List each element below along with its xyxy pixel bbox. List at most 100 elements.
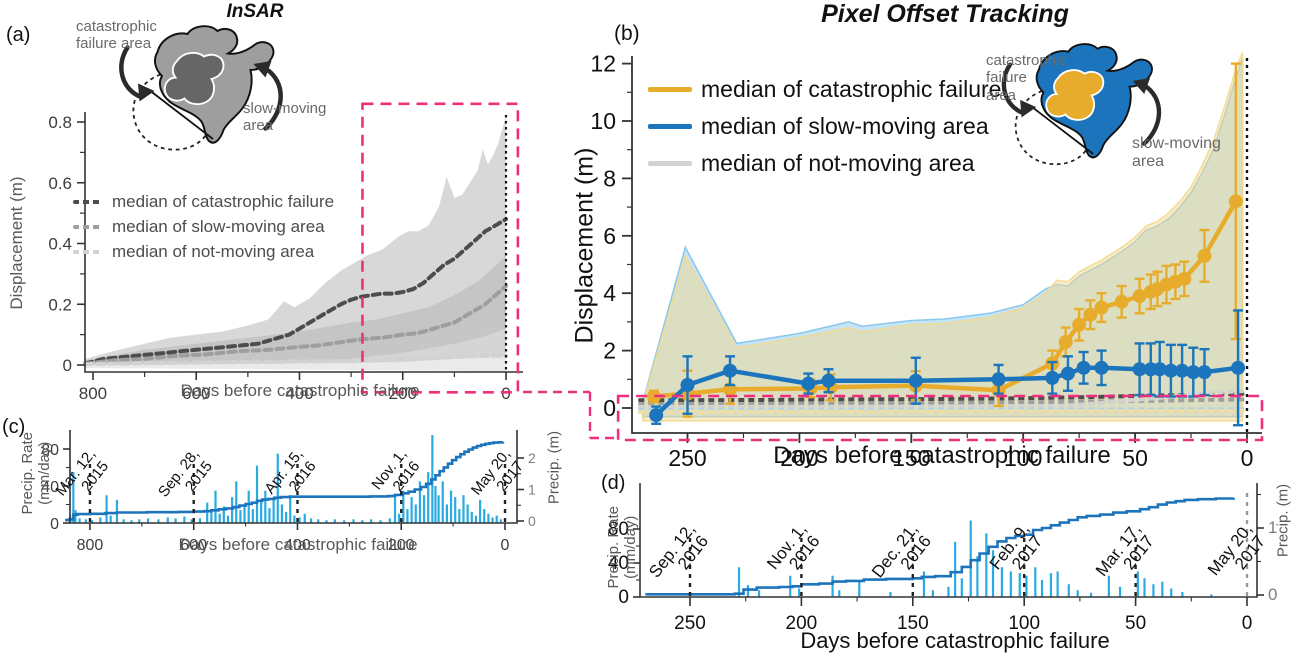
- precip-bar: [427, 472, 430, 523]
- series-median of slow-moving area: [83, 284, 508, 366]
- overlay-InSAR median of catastrophic failure: [638, 391, 1248, 403]
- legend-a-row-1: median of slow-moving area: [73, 217, 325, 237]
- arrowhead-icon: [1020, 99, 1037, 118]
- arrowhead-icon: [253, 61, 272, 78]
- tick-label: 2: [603, 338, 616, 364]
- precip-bar: [260, 500, 263, 523]
- data-point: [1094, 360, 1109, 375]
- precip-bar: [470, 511, 473, 523]
- legend-a-row-2: median of not-moving area: [73, 242, 314, 262]
- tick-label: 150: [897, 613, 929, 634]
- tick-label: 40: [608, 553, 629, 574]
- precip-bar: [74, 510, 77, 523]
- panel-b-letter: (b): [614, 22, 640, 45]
- precip-bar: [437, 495, 440, 523]
- panel-a-ylabel: Displacement (m): [7, 176, 26, 310]
- precip-bar: [483, 509, 486, 523]
- precip-bar: [838, 590, 841, 597]
- precip-bar: [798, 588, 801, 597]
- precip-bar: [1018, 573, 1021, 597]
- tick-label: 0: [1268, 585, 1277, 604]
- legend-b-label-1: median of slow-moving area: [701, 113, 989, 139]
- data-point: [1197, 248, 1212, 263]
- data-point: [1045, 370, 1060, 385]
- inset-a-label-catastrophic: catastrophic failure area: [76, 18, 157, 53]
- tick-label: 12: [590, 51, 616, 77]
- precip-bar: [1210, 594, 1213, 597]
- precip-bar: [1034, 567, 1037, 597]
- precip-bar: [122, 519, 125, 523]
- precip-bar: [831, 575, 834, 597]
- tick-label: 0.4: [48, 235, 72, 254]
- precip-bar: [445, 504, 448, 523]
- arrow-into-slow-area: [1142, 83, 1162, 146]
- precip-bar: [458, 509, 461, 523]
- precip-bar: [947, 586, 950, 597]
- precip-bar: [190, 519, 193, 523]
- highlight-box-b: [616, 394, 1264, 442]
- precip-bar: [410, 497, 413, 523]
- tick-label: 80: [608, 519, 629, 540]
- precip-bar: [402, 490, 405, 523]
- precip-bar: [969, 520, 972, 597]
- legend-a-label-1: median of slow-moving area: [112, 217, 325, 236]
- precip-bar: [352, 519, 355, 523]
- panel-c-xlabel: Days before catastrophic failure: [178, 535, 418, 554]
- arrow-into-failure-area: [119, 45, 144, 100]
- precip-bar: [226, 515, 230, 523]
- tick-label: 1: [528, 482, 536, 498]
- panel-d-ylabel-right: Precip. (m): [1274, 483, 1292, 558]
- panel-a-title: InSAR: [226, 1, 284, 22]
- precip-bar: [1136, 571, 1139, 597]
- highlight-box-a: [361, 102, 520, 394]
- tick-label: 0: [603, 395, 616, 421]
- data-point: [1163, 363, 1178, 378]
- arrow-into-slow-area: [263, 66, 283, 131]
- precip-bar: [991, 550, 995, 597]
- precip-bar: [309, 518, 313, 523]
- cumulative-precip-line: [65, 441, 505, 522]
- precip-bar: [166, 517, 169, 523]
- precip-bar: [1000, 567, 1004, 597]
- precip-bar: [174, 518, 177, 523]
- legend-b-marker-2: [648, 161, 692, 166]
- precip-bar: [737, 567, 741, 597]
- data-point: [1114, 294, 1129, 309]
- precip-bar: [922, 571, 926, 597]
- precip-bar: [478, 499, 482, 523]
- precip-bar: [218, 513, 221, 523]
- inset-b-label-slow: slow-moving area: [1132, 135, 1221, 171]
- precip-bar: [276, 453, 279, 523]
- panel-d-xlabel: Days before catastrophic failure: [800, 628, 1110, 653]
- precip-bar: [333, 519, 336, 523]
- data-point: [991, 372, 1006, 387]
- tick-label: 50: [1125, 613, 1146, 634]
- precip-bar: [474, 515, 478, 523]
- panel-b-title: Pixel Offset Tracking: [821, 0, 1069, 28]
- precip-bar: [954, 541, 957, 597]
- data-point: [1132, 362, 1147, 377]
- precip-bar: [280, 504, 284, 523]
- tick-label: 0: [1242, 613, 1253, 634]
- precip-bar: [466, 504, 469, 523]
- tick-label: 600: [182, 384, 210, 403]
- series-median of catastrophic failure: [83, 217, 508, 366]
- panel-a-letter: (a): [6, 24, 31, 46]
- legend-a-marker-0: [73, 200, 103, 204]
- precip-bar: [1067, 584, 1070, 597]
- data-point: [821, 373, 836, 388]
- data-point: [1076, 360, 1091, 375]
- precip-bar: [393, 497, 397, 523]
- series-median of slow-moving area: [649, 309, 1246, 427]
- precip-bar: [441, 481, 444, 523]
- legend-a-label-2: median of not-moving area: [112, 242, 315, 261]
- precip-bar: [293, 515, 296, 523]
- tick-label: 400: [284, 537, 311, 554]
- precip-bar: [72, 472, 75, 523]
- panel-b-ylabel: Displacement (m): [570, 147, 599, 344]
- precip-bar: [272, 497, 275, 523]
- precip-bar: [449, 490, 453, 523]
